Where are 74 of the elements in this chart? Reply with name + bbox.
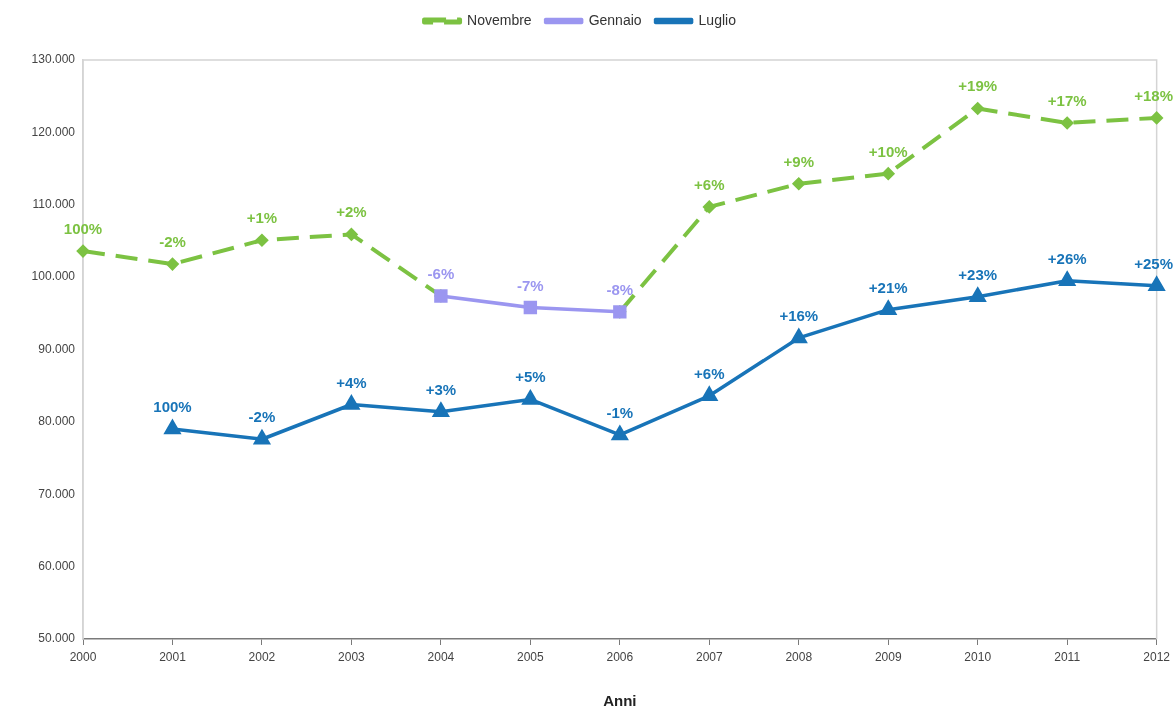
point (882, 167, 895, 180)
annotation: +4% (336, 373, 367, 391)
point (880, 300, 897, 315)
legend-label: Luglio (698, 11, 737, 28)
x-tick-label: 2003 (338, 649, 366, 664)
x-tick-label: 2009 (874, 649, 902, 664)
x-axis-title: Anni (603, 692, 637, 710)
annotation: +6% (694, 364, 725, 382)
annotation: -1% (606, 403, 634, 421)
point (1150, 111, 1163, 124)
point (792, 177, 805, 190)
annotation: +6% (694, 175, 725, 193)
x-tick-label: 2011 (1054, 649, 1081, 664)
x-tick-label: 2006 (606, 649, 634, 664)
x-tick-label: 2005 (517, 649, 545, 664)
point (703, 200, 716, 213)
annotation: +18% (1134, 86, 1174, 104)
annotation: -8% (606, 280, 634, 298)
annotation: -2% (159, 233, 186, 251)
point (969, 287, 986, 302)
annotation: +17% (1047, 91, 1087, 109)
point (522, 390, 539, 405)
point (254, 430, 270, 445)
annotation: +2% (336, 203, 367, 221)
y-tick-label: 50.000 (38, 631, 76, 646)
annotation: 100% (63, 220, 103, 238)
annotation: -6% (427, 264, 455, 282)
annotation: -2% (248, 408, 276, 426)
point (433, 402, 449, 417)
point (164, 420, 181, 435)
legend-label: Gennaio (588, 11, 642, 28)
y-tick-label: 60.000 (38, 558, 76, 573)
annotation: +16% (779, 306, 819, 324)
annotation: +19% (958, 77, 998, 95)
annotation: +25% (1134, 254, 1174, 272)
legend-label: Novembre (467, 11, 532, 28)
x-tick-label: 2000 (69, 649, 97, 664)
point (612, 426, 628, 441)
annotation: 100% (153, 398, 192, 416)
point (790, 329, 807, 344)
x-tick-label: 2012 (1143, 649, 1171, 664)
annotation: +5% (515, 368, 546, 386)
point (345, 228, 358, 241)
point (971, 102, 984, 115)
y-tick-label: 130.000 (31, 52, 76, 67)
point (343, 395, 360, 410)
x-tick-label: 2008 (785, 649, 813, 664)
point (1059, 271, 1075, 286)
x-tick-label: 2001 (159, 649, 187, 664)
y-tick-label: 80.000 (38, 414, 76, 429)
annotation: +26% (1047, 249, 1087, 267)
x-tick-label: 2004 (427, 649, 455, 664)
y-tick-label: 90.000 (38, 341, 76, 356)
point (1061, 116, 1074, 129)
annotation: +23% (958, 265, 998, 283)
x-tick-label: 2010 (964, 649, 992, 664)
annotation: +9% (783, 152, 814, 170)
point (1148, 277, 1165, 292)
annotation: +1% (246, 209, 278, 227)
annotation: +21% (868, 278, 908, 296)
y-tick-label: 120.000 (31, 124, 76, 139)
point (77, 245, 89, 258)
x-tick-label: 2002 (248, 649, 276, 664)
y-tick-label: 100.000 (31, 269, 76, 284)
y-tick-label: 110.000 (32, 197, 76, 212)
annotation: -7% (517, 276, 544, 294)
annotation: +3% (425, 380, 457, 398)
point (166, 258, 179, 271)
point (255, 234, 268, 247)
annotation: +10% (868, 142, 908, 160)
y-tick-label: 70.000 (38, 486, 76, 501)
x-tick-label: 2007 (695, 649, 723, 664)
point (523, 300, 538, 315)
point (701, 387, 718, 402)
